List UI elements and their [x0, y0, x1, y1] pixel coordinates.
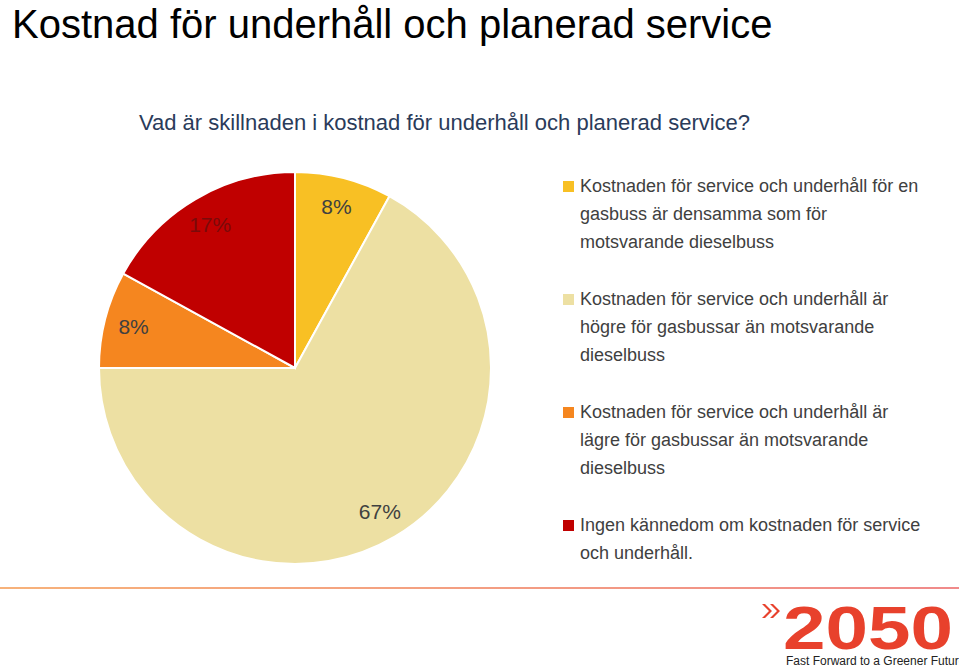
legend-swatch	[563, 181, 574, 192]
chart-subtitle: Vad är skillnaden i kostnad för underhål…	[139, 110, 750, 136]
legend-swatch	[563, 407, 574, 418]
legend-entry: Ingen kännedom om kostnaden för service …	[580, 511, 930, 567]
legend-entry: Kostnaden för service och underhåll för …	[580, 172, 930, 256]
legend-entry: Kostnaden för service och underhåll är l…	[580, 398, 930, 482]
data-label: 8%	[118, 315, 148, 338]
logo-tagline: Fast Forward to a Greener Future	[786, 654, 959, 668]
data-label: 17%	[189, 213, 231, 236]
legend-entry: Kostnaden för service och underhåll är h…	[580, 285, 930, 369]
legend-swatch	[563, 294, 574, 305]
chart-title: Kostnad för underhåll och planerad servi…	[12, 2, 772, 47]
legend-swatch	[563, 520, 574, 531]
pie-slices	[99, 172, 491, 564]
logo-text: 2050	[783, 593, 953, 662]
data-label: 67%	[359, 500, 401, 523]
logo-chevron	[770, 604, 780, 618]
logo-chevron	[762, 604, 772, 618]
pie-slice	[123, 172, 295, 368]
data-label: 8%	[321, 195, 351, 218]
separator-line	[0, 587, 959, 589]
pie-labels: 8% 67% 8% 17%	[118, 195, 400, 523]
logo: 2050	[762, 593, 953, 662]
